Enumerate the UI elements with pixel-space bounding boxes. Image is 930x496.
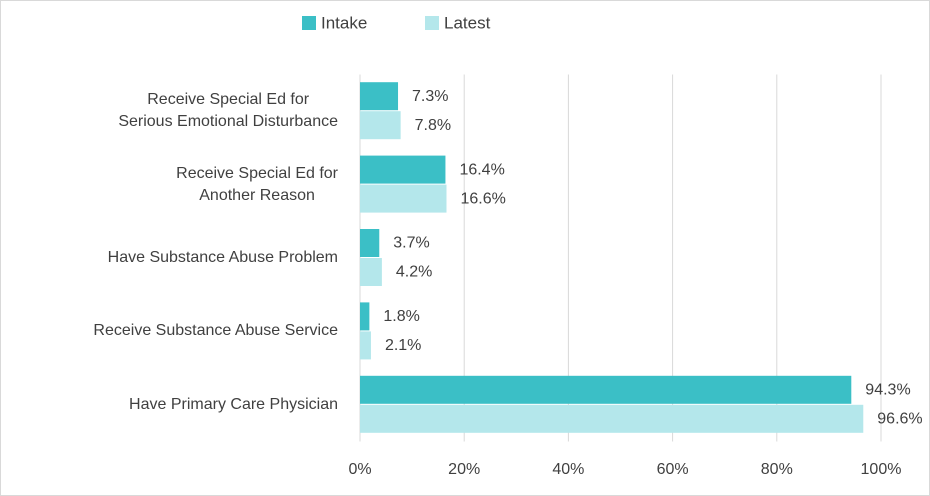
legend-swatch (425, 16, 439, 30)
category-label: Receive Substance Abuse Service (93, 322, 338, 340)
value-label: 94.3% (865, 382, 910, 399)
value-label: 7.8% (415, 117, 451, 134)
bar (360, 155, 446, 184)
x-tick-label: 20% (448, 461, 480, 478)
value-label: 2.1% (385, 337, 421, 354)
legend-label: Intake (321, 13, 367, 32)
bar (360, 258, 382, 286)
value-label: 96.6% (877, 411, 922, 428)
value-label: 4.2% (396, 264, 432, 281)
x-tick-label: 60% (657, 461, 689, 478)
bar (360, 184, 447, 213)
value-label: 16.4% (459, 161, 504, 178)
category-label: Have Primary Care Physician (129, 395, 338, 413)
legend-label: Latest (444, 13, 491, 32)
category-label: Have Substance Abuse Problem (107, 249, 338, 266)
value-label: 3.7% (393, 235, 429, 252)
x-tick-label: 0% (348, 461, 371, 478)
bar (360, 404, 864, 433)
x-tick-label: 80% (761, 461, 793, 478)
bar (360, 229, 380, 257)
bar (360, 375, 852, 404)
bar (360, 111, 401, 140)
bar (360, 302, 370, 331)
bar (360, 82, 399, 111)
category-label: Receive Special Ed for Another Reason (176, 164, 338, 204)
x-tick-label: 100% (861, 461, 902, 478)
legend-swatch (302, 16, 316, 30)
x-tick-label: 40% (552, 461, 584, 478)
category-label: Receive Special Ed for Serious Emotional… (118, 91, 338, 131)
bar (360, 331, 371, 360)
value-label: 16.6% (460, 190, 505, 207)
value-label: 1.8% (383, 308, 419, 325)
value-label: 7.3% (412, 88, 448, 105)
